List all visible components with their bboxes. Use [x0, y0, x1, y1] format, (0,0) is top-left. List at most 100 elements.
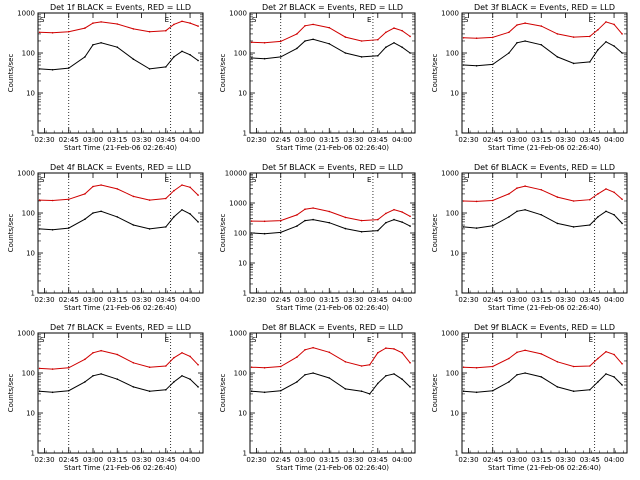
panel-title: Det 4f BLACK = Events, RED = LLD: [50, 163, 191, 172]
events-point: [377, 382, 379, 385]
x-tick-label: 04:00: [392, 456, 412, 464]
lld-point: [173, 23, 175, 26]
end-marker: E: [367, 16, 371, 24]
events-point: [572, 226, 575, 228]
plot-frame: [37, 332, 204, 454]
panel-det-2f: Det 2f BLACK = Events, RED = LLD 1 10 100 10…: [219, 3, 416, 152]
events-point: [116, 378, 119, 381]
lld-point: [304, 349, 306, 351]
events-point: [173, 216, 175, 218]
events-point: [621, 384, 623, 386]
events-point: [508, 381, 510, 383]
events-point: [368, 393, 371, 395]
x-tick-label: 02:30: [246, 456, 266, 464]
x-axis-label: Start Time (21-Feb-06 02:26:40): [488, 144, 601, 152]
events-point: [508, 216, 510, 218]
lld-point: [92, 352, 94, 354]
events-point: [572, 62, 575, 65]
series-events-line: [463, 40, 623, 67]
lld-point: [189, 22, 191, 24]
y-tick-label: 1: [31, 130, 35, 138]
lld-point: [250, 41, 253, 44]
y-tick-label: 1: [243, 130, 247, 138]
series-lld-line: [463, 349, 623, 369]
lld-point: [508, 193, 510, 195]
lld-point: [540, 25, 543, 27]
y-tick-label: 100: [446, 210, 459, 218]
lld-point: [508, 357, 510, 360]
x-axis-label: Start Time (21-Feb-06 02:26:40): [276, 464, 389, 472]
series-lld-line: [39, 20, 199, 34]
events-point: [67, 227, 70, 229]
lld-point: [605, 350, 607, 353]
x-tick-label: 04:00: [392, 296, 412, 304]
events-point: [189, 54, 191, 56]
plot-frame: [37, 172, 204, 294]
x-tick-label: 02:45: [271, 296, 291, 304]
lld-point: [67, 30, 70, 33]
lld-point: [197, 364, 199, 366]
x-tick-label: 03:00: [507, 136, 527, 144]
y-tick-label: 100: [234, 370, 247, 378]
lld-point: [296, 33, 298, 35]
lld-point: [508, 31, 510, 34]
x-tick-label: 03:45: [580, 456, 600, 464]
x-tick-label: 02:30: [34, 456, 54, 464]
events-point: [540, 214, 543, 216]
events-point: [165, 66, 167, 68]
x-tick-label: 03:00: [295, 456, 315, 464]
events-point: [491, 225, 494, 227]
lld-point: [173, 357, 175, 359]
lld-point: [401, 352, 403, 354]
y-tick-label: 1000: [17, 10, 35, 18]
events-point: [556, 386, 559, 388]
events-point: [312, 372, 314, 374]
events-point: [100, 373, 102, 375]
events-point: [409, 225, 411, 227]
lld-point: [409, 362, 411, 364]
events-point: [401, 46, 403, 48]
lld-point: [621, 198, 623, 201]
x-tick-label: 04:00: [180, 296, 200, 304]
lld-point: [572, 200, 575, 202]
events-point: [132, 386, 135, 388]
y-tick-label: 1: [455, 450, 459, 458]
events-point: [360, 231, 363, 233]
events-point: [148, 228, 151, 230]
events-point: [393, 42, 395, 44]
lld-point: [556, 361, 559, 363]
x-tick-label: 03:30: [131, 296, 151, 304]
y-tick-label: 100: [22, 370, 35, 378]
x-tick-label: 02:45: [59, 136, 79, 144]
x-tick-label: 03:45: [156, 136, 176, 144]
panel-det-4f: Det 4f BLACK = Events, RED = LLD 1 10 100 10…: [7, 163, 204, 312]
lld-point: [475, 367, 478, 369]
lld-point: [524, 185, 526, 187]
lld-point: [304, 25, 306, 27]
series-lld-line: [251, 347, 411, 369]
x-tick-label: 03:00: [83, 136, 103, 144]
events-point: [491, 389, 494, 392]
panel-title: Det 8f BLACK = Events, RED = LLD: [262, 323, 403, 332]
events-point: [84, 381, 86, 383]
panel-det-7f: Det 7f BLACK = Events, RED = LLD 1 10 100 10…: [7, 323, 204, 472]
x-tick-label: 03:15: [107, 136, 127, 144]
y-axis-label: Counts/sec: [7, 374, 15, 413]
plot-frame: [461, 12, 628, 134]
x-tick-label: 03:15: [531, 296, 551, 304]
start-marker: S: [252, 336, 257, 344]
x-tick-label: 03:00: [507, 456, 527, 464]
y-tick-label: 10: [26, 410, 35, 418]
lld-point: [279, 219, 282, 222]
lld-point: [377, 38, 379, 41]
series-lld-line: [463, 185, 623, 202]
events-point: [385, 46, 387, 48]
lld-point: [51, 199, 54, 202]
events-point: [540, 376, 543, 378]
y-tick-label: 100: [234, 50, 247, 58]
lld-point: [344, 36, 347, 38]
lld-point: [360, 40, 363, 42]
x-tick-label: 04:00: [392, 136, 412, 144]
lld-point: [621, 363, 623, 365]
x-axis-label: Start Time (21-Feb-06 02:26:40): [488, 304, 601, 312]
